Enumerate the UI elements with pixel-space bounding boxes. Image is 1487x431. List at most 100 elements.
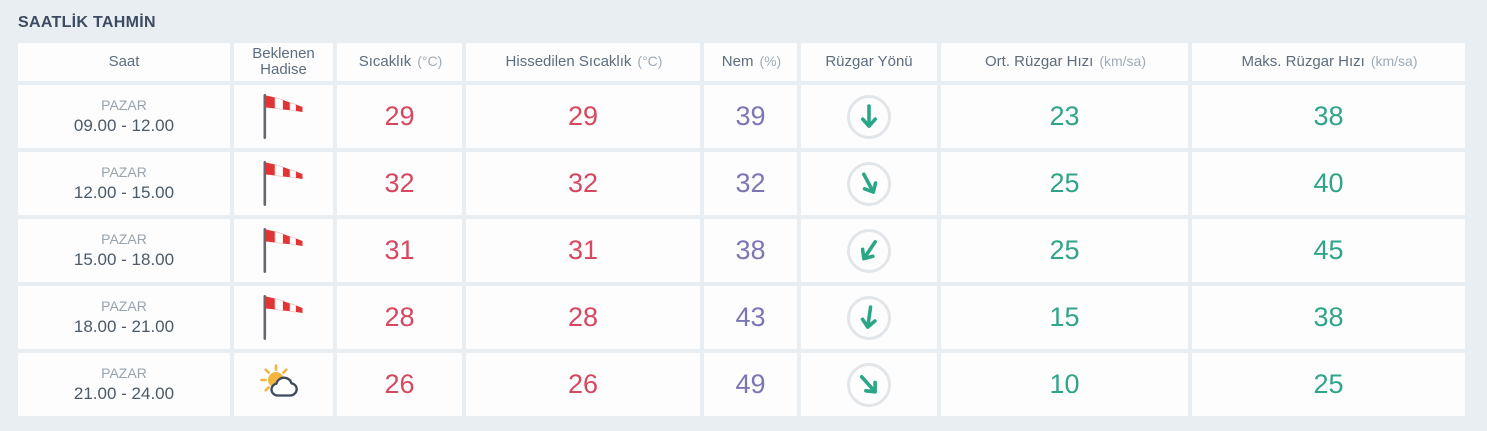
feels-like-cell: 32	[466, 152, 700, 215]
column-label: Rüzgar Yönü	[825, 52, 913, 70]
condition-cell	[234, 219, 333, 282]
avg-wind-speed-cell: 25	[941, 219, 1188, 282]
wind-direction-arrow-icon	[845, 93, 893, 141]
temperature-cell: 28	[337, 286, 462, 349]
table-row: PAZAR 15.00 - 18.00 31 31 38	[18, 219, 1465, 282]
table-row: PAZAR 09.00 - 12.00 29 29 39	[18, 85, 1465, 148]
time-range: 21.00 - 24.00	[73, 383, 175, 403]
avg-wind-speed-cell: 25	[941, 152, 1188, 215]
max-wind-speed-cell: 45	[1192, 219, 1465, 282]
temperature-cell: 29	[337, 85, 462, 148]
column-header-temperature: Sıcaklık (°C)	[337, 43, 462, 81]
humidity-cell: 38	[704, 219, 797, 282]
humidity-value: 38	[735, 235, 766, 265]
day-label: PAZAR	[101, 298, 147, 315]
avg-wind-speed-cell: 23	[941, 85, 1188, 148]
column-unit: (%)	[759, 53, 782, 70]
column-header-time: Saat	[18, 43, 230, 81]
feels-like-cell: 29	[466, 85, 700, 148]
humidity-value: 32	[735, 168, 766, 198]
table-row: PAZAR 18.00 - 21.00 28 28 43	[18, 286, 1465, 349]
day-label: PAZAR	[101, 97, 147, 114]
avg-wind-speed-value: 15	[1049, 302, 1080, 332]
temperature-cell: 32	[337, 152, 462, 215]
max-wind-speed-value: 45	[1313, 235, 1344, 265]
feels-like-value: 29	[567, 101, 599, 131]
wind-direction-cell	[801, 152, 937, 215]
time-cell: PAZAR 21.00 - 24.00	[18, 353, 230, 416]
feels-like-cell: 26	[466, 353, 700, 416]
column-header-wind-direction: Rüzgar Yönü	[801, 43, 937, 81]
temperature-value: 31	[384, 235, 415, 265]
condition-cell	[234, 286, 333, 349]
column-label: Nem	[721, 52, 754, 70]
temperature-value: 26	[384, 369, 415, 399]
max-wind-speed-cell: 38	[1192, 286, 1465, 349]
sun-cloud-icon	[256, 363, 312, 406]
windsock-icon	[258, 226, 310, 276]
column-unit: (°C)	[417, 53, 443, 70]
humidity-value: 43	[735, 302, 766, 332]
column-unit: (km/sa)	[1099, 53, 1147, 70]
wind-direction-cell	[801, 353, 937, 416]
column-unit: (°C)	[637, 53, 663, 70]
avg-wind-speed-cell: 15	[941, 286, 1188, 349]
humidity-value: 49	[735, 369, 766, 399]
windsock-icon	[258, 92, 310, 142]
table-header: Saat Beklenen Hadise Sıcaklık (°C) Hissed…	[18, 43, 1465, 81]
max-wind-speed-value: 38	[1313, 101, 1344, 131]
condition-cell	[234, 353, 333, 416]
column-header-condition: Beklenen Hadise	[234, 43, 333, 81]
wind-direction-cell	[801, 219, 937, 282]
time-range: 09.00 - 12.00	[73, 115, 175, 135]
wind-direction-arrow-icon	[845, 361, 893, 409]
day-label: PAZAR	[101, 164, 147, 181]
avg-wind-speed-value: 10	[1049, 369, 1080, 399]
feels-like-value: 28	[567, 302, 599, 332]
time-range: 12.00 - 15.00	[73, 182, 175, 202]
feels-like-cell: 28	[466, 286, 700, 349]
avg-wind-speed-cell: 10	[941, 353, 1188, 416]
time-cell: PAZAR 09.00 - 12.00	[18, 85, 230, 148]
humidity-cell: 43	[704, 286, 797, 349]
column-header-avg-wind-speed: Ort. Rüzgar Hızı (km/sa)	[941, 43, 1188, 81]
column-label: Ort. Rüzgar Hızı	[984, 52, 1094, 70]
time-cell: PAZAR 18.00 - 21.00	[18, 286, 230, 349]
avg-wind-speed-value: 23	[1049, 101, 1080, 131]
max-wind-speed-cell: 40	[1192, 152, 1465, 215]
day-label: PAZAR	[101, 365, 147, 382]
page-title: SAATLİK TAHMİN	[18, 14, 156, 31]
table-body: PAZAR 09.00 - 12.00 29 29 39	[18, 85, 1465, 416]
day-label: PAZAR	[101, 231, 147, 248]
feels-like-cell: 31	[466, 219, 700, 282]
table-row: PAZAR 21.00 - 24.00 26 26 49	[18, 353, 1465, 416]
temperature-value: 28	[384, 302, 415, 332]
wind-direction-arrow-icon	[845, 160, 893, 208]
avg-wind-speed-value: 25	[1049, 235, 1080, 265]
column-header-humidity: Nem (%)	[704, 43, 797, 81]
max-wind-speed-cell: 38	[1192, 85, 1465, 148]
wind-direction-cell	[801, 286, 937, 349]
wind-direction-arrow-icon	[845, 227, 893, 275]
temperature-value: 29	[384, 101, 415, 131]
max-wind-speed-value: 38	[1313, 302, 1344, 332]
temperature-cell: 31	[337, 219, 462, 282]
table-row: PAZAR 12.00 - 15.00 32 32 32	[18, 152, 1465, 215]
windsock-icon	[258, 159, 310, 209]
column-label: Saat	[108, 52, 140, 70]
feels-like-value: 31	[567, 235, 599, 265]
humidity-cell: 32	[704, 152, 797, 215]
time-range: 18.00 - 21.00	[73, 316, 175, 336]
column-label: Sıcaklık	[358, 52, 412, 70]
column-label: Maks. Rüzgar Hızı	[1241, 52, 1365, 70]
feels-like-value: 32	[567, 168, 599, 198]
humidity-cell: 39	[704, 85, 797, 148]
condition-cell	[234, 152, 333, 215]
temperature-value: 32	[384, 168, 415, 198]
avg-wind-speed-value: 25	[1049, 168, 1080, 198]
max-wind-speed-cell: 25	[1192, 353, 1465, 416]
feels-like-value: 26	[567, 369, 599, 399]
column-header-max-wind-speed: Maks. Rüzgar Hızı (km/sa)	[1192, 43, 1465, 81]
max-wind-speed-value: 40	[1313, 168, 1344, 198]
humidity-cell: 49	[704, 353, 797, 416]
